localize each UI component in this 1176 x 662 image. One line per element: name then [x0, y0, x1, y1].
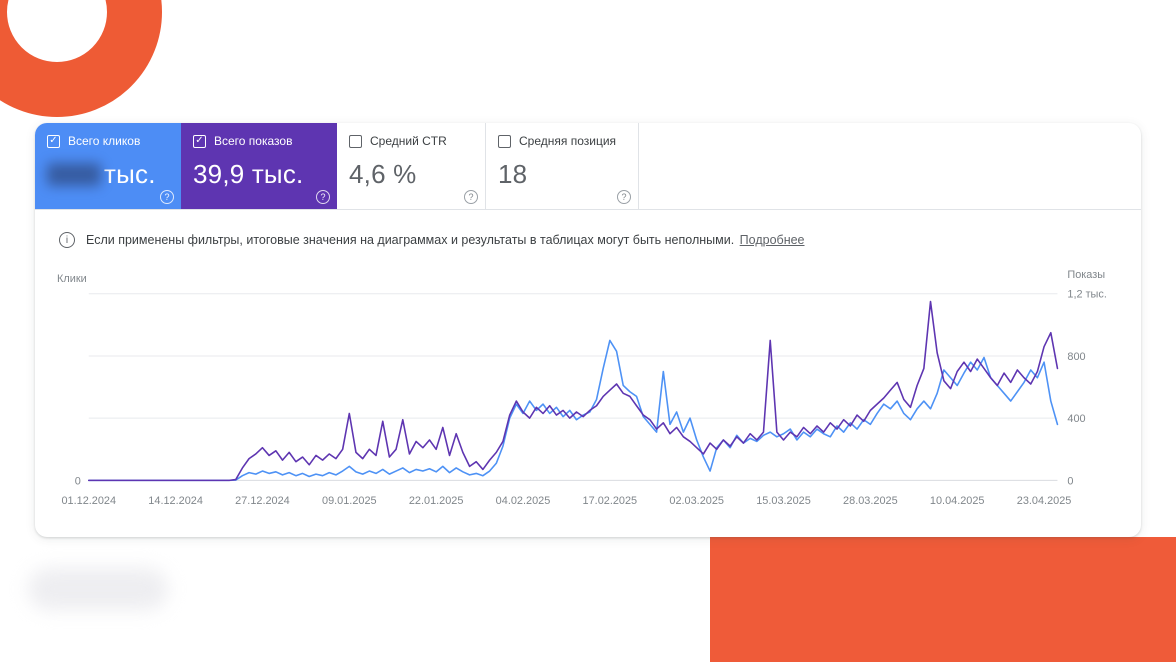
metric-card-total-clicks[interactable]: ✓ Всего кликов тыс. ? [35, 123, 181, 209]
metric-value: 39,9 тыс. [193, 159, 325, 190]
metric-header: Средняя позиция [498, 134, 626, 148]
filters-info-banner: i Если применены фильтры, итоговые значе… [55, 232, 1121, 248]
metric-value: 4,6 % [349, 159, 473, 190]
svg-text:400: 400 [1067, 413, 1085, 425]
help-icon[interactable]: ? [160, 190, 174, 204]
chart-container: 1,2 тыс. 800 400 0 0 Клики Показы 01.12.2024 14.… [55, 264, 1121, 514]
metric-header: Средний CTR [349, 134, 473, 148]
svg-text:22.01.2025: 22.01.2025 [409, 495, 464, 507]
info-banner-text: Если применены фильтры, итоговые значени… [86, 233, 805, 247]
svg-text:09.01.2025: 09.01.2025 [322, 495, 377, 507]
total-clicks-checkbox[interactable]: ✓ [47, 134, 60, 148]
svg-text:02.03.2025: 02.03.2025 [669, 495, 724, 507]
orange-rectangle-decoration [710, 537, 1176, 662]
info-text: Если применены фильтры, итоговые значени… [86, 233, 735, 247]
help-icon[interactable]: ? [316, 190, 330, 204]
metric-value-text: 39,9 тыс. [193, 159, 304, 189]
search-performance-panel: ✓ Всего кликов тыс. ? ✓ Всего показов 39… [35, 123, 1141, 537]
svg-text:28.03.2025: 28.03.2025 [843, 495, 898, 507]
svg-text:0: 0 [1067, 475, 1073, 487]
metric-card-total-impressions[interactable]: ✓ Всего показов 39,9 тыс. ? [181, 123, 337, 209]
metric-header: ✓ Всего показов [193, 134, 325, 148]
average-ctr-checkbox[interactable] [349, 134, 362, 148]
metric-card-average-position[interactable]: Средняя позиция 18 ? [486, 123, 639, 209]
metric-header: ✓ Всего кликов [47, 134, 169, 148]
metric-value: 18 [498, 159, 626, 190]
svg-text:Клики: Клики [57, 273, 87, 285]
metric-value-text: тыс. [104, 159, 156, 189]
metric-label: Средний CTR [370, 134, 447, 148]
metric-card-average-ctr[interactable]: Средний CTR 4,6 % ? [337, 123, 486, 209]
help-icon[interactable]: ? [464, 190, 478, 204]
info-icon: i [59, 232, 75, 248]
svg-text:04.02.2025: 04.02.2025 [496, 495, 551, 507]
average-position-checkbox[interactable] [498, 134, 511, 148]
svg-text:10.04.2025: 10.04.2025 [930, 495, 985, 507]
help-icon[interactable]: ? [617, 190, 631, 204]
svg-text:1,2 тыс.: 1,2 тыс. [1067, 289, 1107, 301]
check-icon: ✓ [49, 135, 58, 146]
metric-value-text: 18 [498, 159, 528, 189]
svg-text:0: 0 [75, 475, 81, 487]
performance-chart[interactable]: 1,2 тыс. 800 400 0 0 Клики Показы 01.12.2024 14.… [55, 264, 1121, 514]
svg-text:17.02.2025: 17.02.2025 [583, 495, 638, 507]
svg-text:27.12.2024: 27.12.2024 [235, 495, 290, 507]
svg-text:14.12.2024: 14.12.2024 [148, 495, 203, 507]
metric-value: тыс. [47, 159, 169, 190]
metric-value-text: 4,6 % [349, 159, 417, 189]
card-body: i Если применены фильтры, итоговые значе… [35, 210, 1141, 522]
total-impressions-checkbox[interactable]: ✓ [193, 134, 206, 148]
metric-label: Всего кликов [68, 134, 141, 148]
check-icon: ✓ [195, 135, 204, 146]
orange-ring-decoration [0, 0, 162, 117]
blurred-watermark [28, 568, 168, 610]
metric-label: Всего показов [214, 134, 293, 148]
svg-text:800: 800 [1067, 351, 1085, 363]
svg-text:Показы: Показы [1067, 269, 1105, 281]
svg-text:15.03.2025: 15.03.2025 [756, 495, 811, 507]
metric-label: Средняя позиция [519, 134, 617, 148]
redacted-value-blur [47, 163, 101, 186]
svg-text:01.12.2024: 01.12.2024 [61, 495, 116, 507]
metric-cards-row: ✓ Всего кликов тыс. ? ✓ Всего показов 39… [35, 123, 1141, 210]
learn-more-link[interactable]: Подробнее [739, 233, 805, 247]
svg-text:23.04.2025: 23.04.2025 [1017, 495, 1072, 507]
